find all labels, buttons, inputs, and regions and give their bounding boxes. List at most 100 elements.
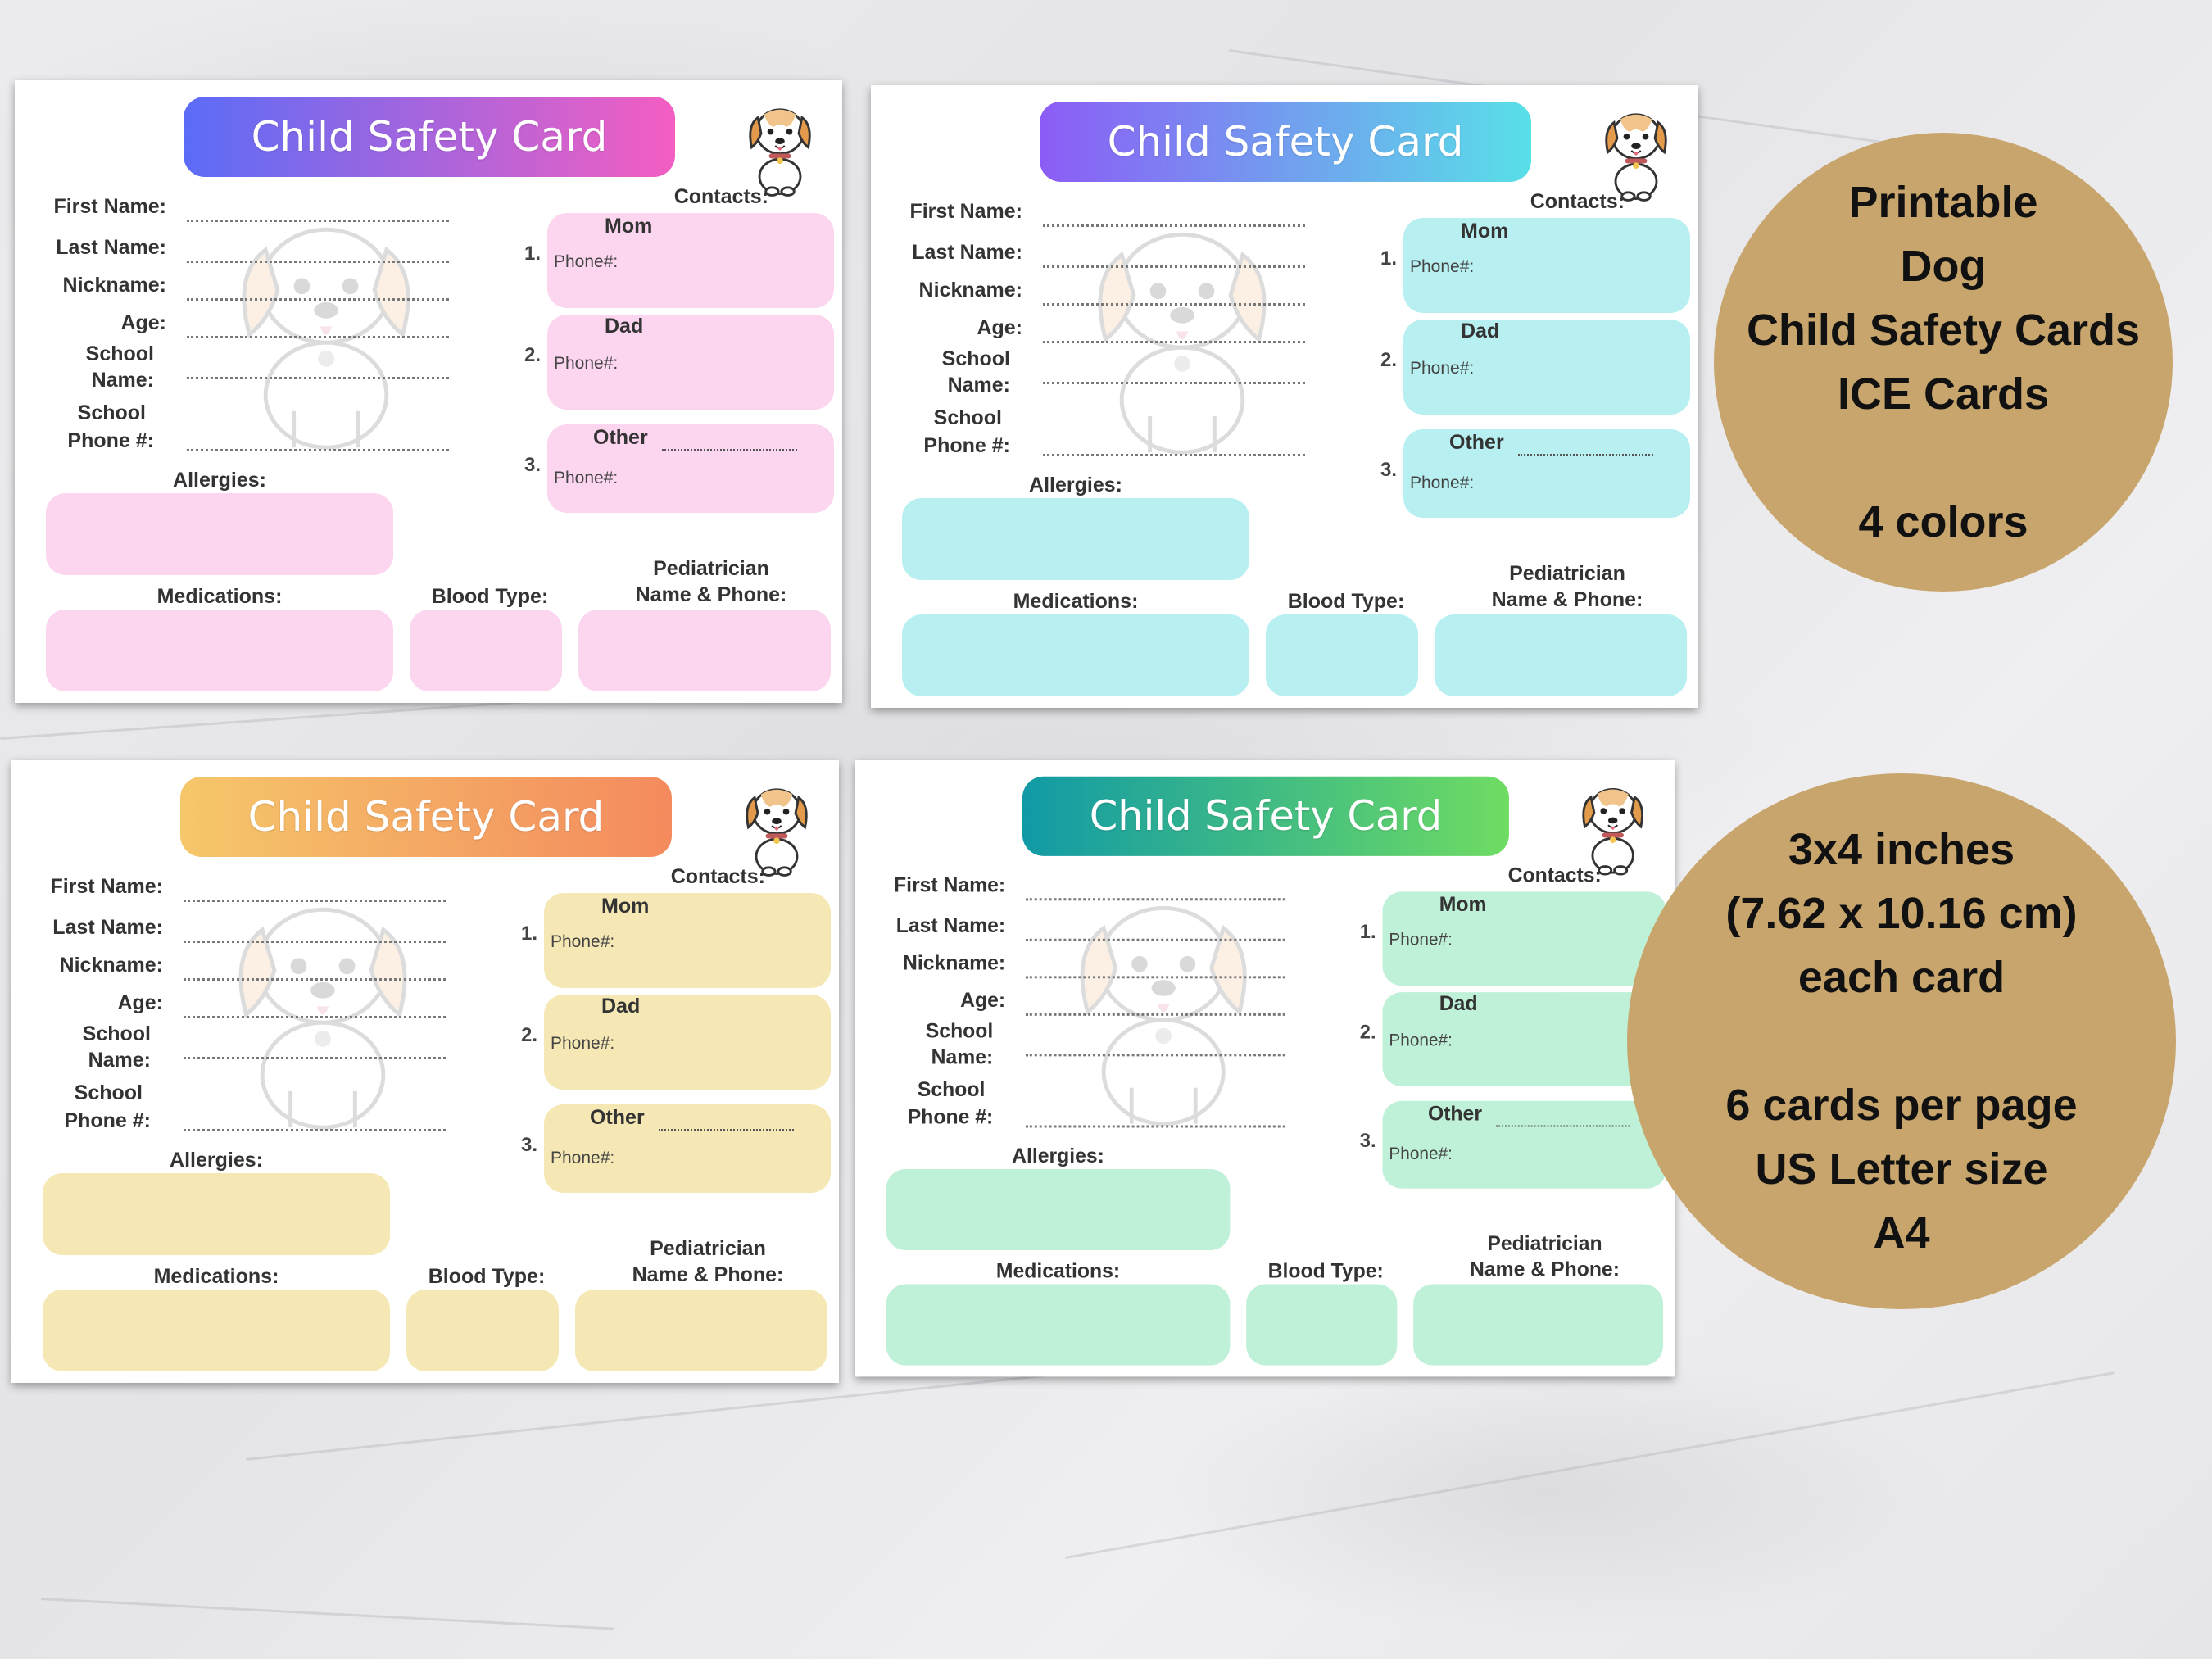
card-title: Child Safety Card [180, 777, 672, 857]
medications-label: Medications: [1013, 590, 1139, 613]
school-name-line[interactable] [187, 377, 449, 379]
contact-name-other: Other [593, 426, 648, 449]
dog-watermark-icon [1098, 232, 1267, 455]
school-name-label-1: School [925, 1019, 994, 1043]
medications-box[interactable] [46, 610, 393, 691]
promo-line: Printable [1848, 178, 2038, 227]
contact-box-mom[interactable]: Mom Phone#: [547, 213, 834, 308]
contacts-label: Contacts: [1507, 863, 1602, 887]
contact-box-mom[interactable]: Mom Phone#: [1403, 218, 1690, 313]
pediatrician-box[interactable] [578, 610, 831, 691]
school-phone-line[interactable] [184, 1129, 446, 1131]
school-phone-line[interactable] [187, 449, 449, 451]
contact-name-mom: Mom [601, 895, 650, 918]
age-line[interactable] [1043, 341, 1305, 343]
nickname-line[interactable] [1043, 303, 1305, 306]
nickname-line[interactable] [1025, 976, 1285, 979]
age-label: Age: [117, 991, 163, 1014]
medications-box[interactable] [43, 1290, 390, 1371]
nickname-line[interactable] [187, 298, 449, 301]
medications-box[interactable] [886, 1284, 1231, 1366]
blood-type-label: Blood Type: [1267, 1259, 1384, 1283]
age-line[interactable] [184, 1016, 446, 1018]
contact-name-other: Other [1427, 1102, 1482, 1126]
contacts-label: Contacts: [673, 185, 768, 208]
dog-watermark-icon [1080, 906, 1247, 1126]
allergies-box[interactable] [902, 498, 1249, 580]
last-name-line[interactable] [1043, 265, 1305, 268]
last-name-line[interactable] [184, 941, 446, 943]
pediatrician-label-2: Name & Phone: [632, 1263, 784, 1286]
school-name-line[interactable] [184, 1057, 446, 1059]
contact-number-3: 3. [521, 1134, 538, 1156]
blood-type-box[interactable] [1246, 1284, 1398, 1366]
medications-box[interactable] [902, 614, 1249, 696]
pediatrician-label-1: Pediatrician [1487, 1232, 1602, 1255]
first-name-line[interactable] [187, 220, 449, 222]
school-name-line[interactable] [1043, 382, 1305, 384]
allergies-box[interactable] [46, 493, 393, 575]
contact-box-dad[interactable]: Dad Phone#: [544, 995, 831, 1090]
first-name-line[interactable] [184, 900, 446, 902]
allergies-box[interactable] [43, 1173, 390, 1255]
school-name-label-1: School [941, 347, 1010, 370]
age-line[interactable] [187, 336, 449, 338]
school-phone-label-2: Phone #: [67, 429, 154, 452]
dog-watermark-icon [238, 907, 407, 1130]
blood-type-label: Blood Type: [1287, 590, 1405, 613]
contact-phone-label: Phone#: [1389, 1145, 1453, 1164]
pediatrician-box[interactable] [1413, 1284, 1664, 1366]
last-name-line[interactable] [187, 261, 449, 263]
card-title: Child Safety Card [1040, 102, 1531, 182]
promo-line: each card [1797, 953, 2006, 1002]
school-phone-line[interactable] [1043, 454, 1305, 456]
contact-box-other[interactable]: Other Phone#: [544, 1104, 831, 1193]
contact-box-other[interactable]: Other Phone#: [1382, 1100, 1666, 1189]
nickname-line[interactable] [184, 978, 446, 981]
contact-number-2: 2. [521, 1024, 538, 1046]
contact-box-mom[interactable]: Mom Phone#: [1382, 891, 1666, 986]
contact-name-other: Other [590, 1106, 645, 1129]
age-line[interactable] [1025, 1013, 1285, 1016]
blood-type-box[interactable] [1266, 614, 1418, 696]
contact-name-dad: Dad [1461, 320, 1500, 342]
school-name-line[interactable] [1025, 1054, 1285, 1057]
pediatrician-box[interactable] [575, 1290, 827, 1371]
allergies-box[interactable] [886, 1168, 1231, 1250]
contact-box-mom[interactable]: Mom Phone#: [544, 893, 831, 988]
nickname-label: Nickname: [902, 951, 1006, 975]
blood-type-box[interactable] [410, 610, 562, 691]
school-name-label-1: School [85, 342, 154, 365]
contact-box-other[interactable]: Other Phone#: [1403, 429, 1690, 518]
contact-box-dad[interactable]: Dad Phone#: [1382, 992, 1666, 1086]
medications-label: Medications: [153, 1265, 279, 1288]
last-name-label: Last Name: [895, 914, 1006, 937]
first-name-line[interactable] [1025, 898, 1285, 901]
contact-box-dad[interactable]: Dad Phone#: [1403, 320, 1690, 415]
other-name-line[interactable] [662, 449, 797, 451]
pediatrician-box[interactable] [1435, 614, 1687, 696]
other-name-line[interactable] [1496, 1125, 1630, 1127]
promo-line: Dog [1900, 242, 1987, 291]
promo-line: 4 colors [1858, 497, 2028, 546]
contact-phone-label: Phone#: [551, 932, 615, 951]
last-name-line[interactable] [1025, 938, 1285, 941]
blood-type-label: Blood Type: [431, 585, 549, 608]
blood-type-box[interactable] [406, 1290, 559, 1371]
safety-card-cyan: Child Safety Card [871, 85, 1698, 708]
contact-phone-label: Phone#: [1389, 1031, 1453, 1050]
school-phone-line[interactable] [1025, 1125, 1285, 1128]
contact-name-dad: Dad [1439, 992, 1478, 1015]
age-label: Age: [960, 989, 1006, 1012]
last-name-label: Last Name: [56, 236, 166, 259]
contact-name-dad: Dad [605, 315, 644, 338]
nickname-label: Nickname: [918, 279, 1022, 301]
contact-phone-label: Phone#: [551, 1149, 615, 1167]
contact-box-other[interactable]: Other Phone#: [547, 424, 834, 513]
contact-phone-label: Phone#: [551, 1034, 615, 1053]
contact-box-dad[interactable]: Dad Phone#: [547, 315, 834, 410]
other-name-line[interactable] [1518, 454, 1653, 456]
other-name-line[interactable] [659, 1129, 794, 1131]
school-name-label-1: School [82, 1022, 151, 1045]
first-name-line[interactable] [1043, 224, 1305, 227]
